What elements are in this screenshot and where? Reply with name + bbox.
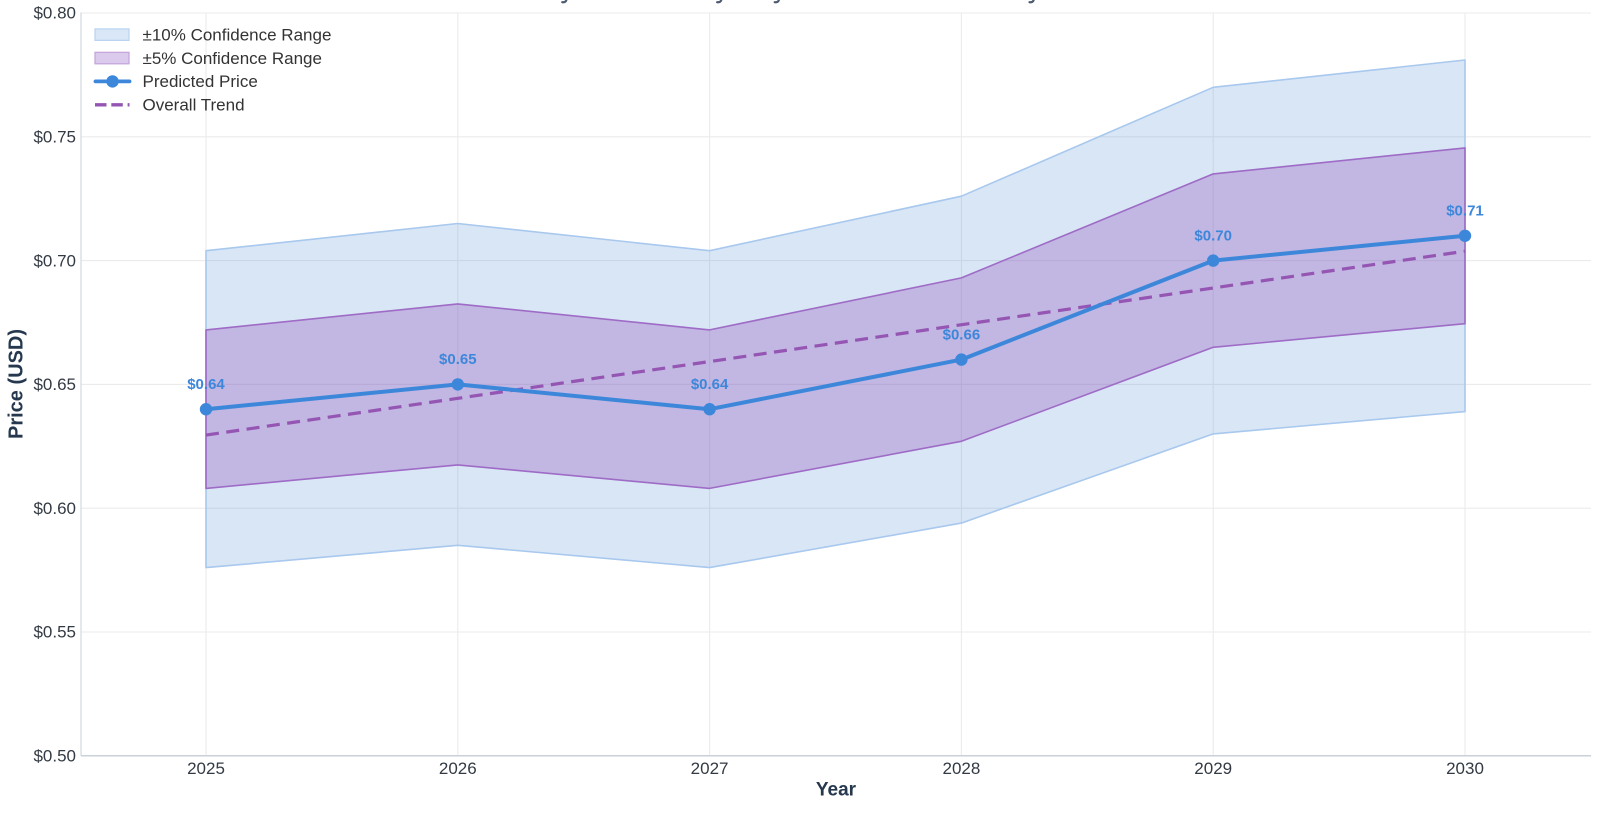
svg-text:$0.80: $0.80 — [33, 4, 76, 23]
svg-text:$0.64: $0.64 — [187, 376, 225, 393]
svg-text:$0.50: $0.50 — [33, 747, 76, 766]
svg-text:2027: 2027 — [691, 759, 729, 778]
svg-text:Predicted Price: Predicted Price — [143, 72, 258, 91]
svg-text:2026: 2026 — [439, 759, 477, 778]
svg-text:±10% Confidence Range: ±10% Confidence Range — [143, 25, 332, 44]
svg-text:$0.66: $0.66 — [943, 326, 981, 343]
svg-text:2028: 2028 — [942, 759, 980, 778]
svg-text:$0.65: $0.65 — [33, 375, 76, 394]
svg-text:$0.60: $0.60 — [33, 499, 76, 518]
svg-text:$0.70: $0.70 — [1194, 227, 1232, 244]
svg-text:$0.55: $0.55 — [33, 623, 76, 642]
svg-text:Price (USD): Price (USD) — [6, 329, 28, 439]
svg-text:2025: 2025 — [187, 759, 225, 778]
svg-text:±5% Confidence Range: ±5% Confidence Range — [143, 49, 322, 68]
svg-text:Year: Year — [816, 780, 857, 801]
svg-text:$0.75: $0.75 — [33, 128, 76, 147]
svg-text:$0.70: $0.70 — [33, 251, 76, 270]
svg-text:$0.71: $0.71 — [1446, 203, 1484, 220]
svg-text:2029: 2029 — [1194, 759, 1232, 778]
svg-text:Overall Trend: Overall Trend — [143, 96, 245, 115]
svg-text:2030: 2030 — [1446, 759, 1484, 778]
svg-text:$0.64: $0.64 — [691, 376, 729, 393]
svg-text:$0.65: $0.65 — [439, 351, 477, 368]
